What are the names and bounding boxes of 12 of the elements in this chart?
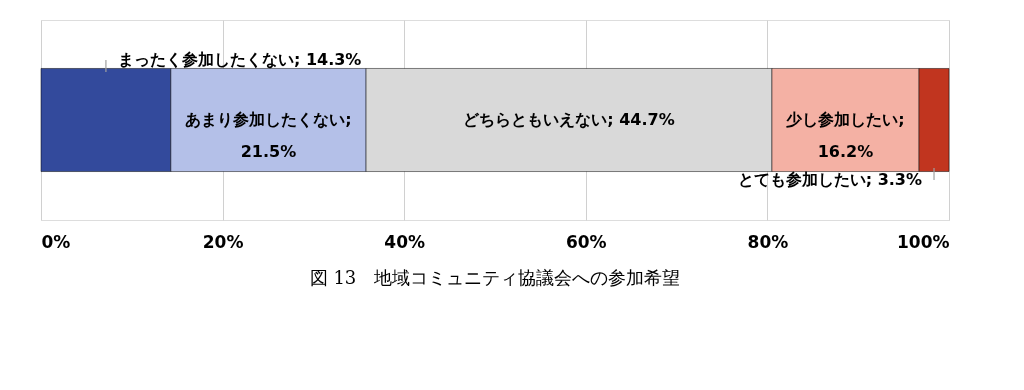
- x-tick-label: 0%: [41, 231, 71, 252]
- x-tick-label: 100%: [896, 231, 950, 252]
- data-label: どちらともいえない; 44.7%: [463, 110, 675, 129]
- x-tick-label: 40%: [384, 231, 426, 252]
- x-tick-label: 80%: [747, 231, 789, 252]
- data-label: とても参加したい; 3.3%: [737, 170, 923, 189]
- data-label: あまり参加したくない; 21.5%: [185, 110, 352, 161]
- text: 図 13 地域コミュニティ協議会への参加希望: [309, 267, 681, 288]
- data-label: まったく参加したくない; 14.3%: [117, 50, 362, 69]
- x-tick-label: 60%: [565, 231, 607, 252]
- x-tick-label: 20%: [202, 231, 244, 252]
- data-label: 少し参加したい; 16.2%: [786, 110, 905, 161]
